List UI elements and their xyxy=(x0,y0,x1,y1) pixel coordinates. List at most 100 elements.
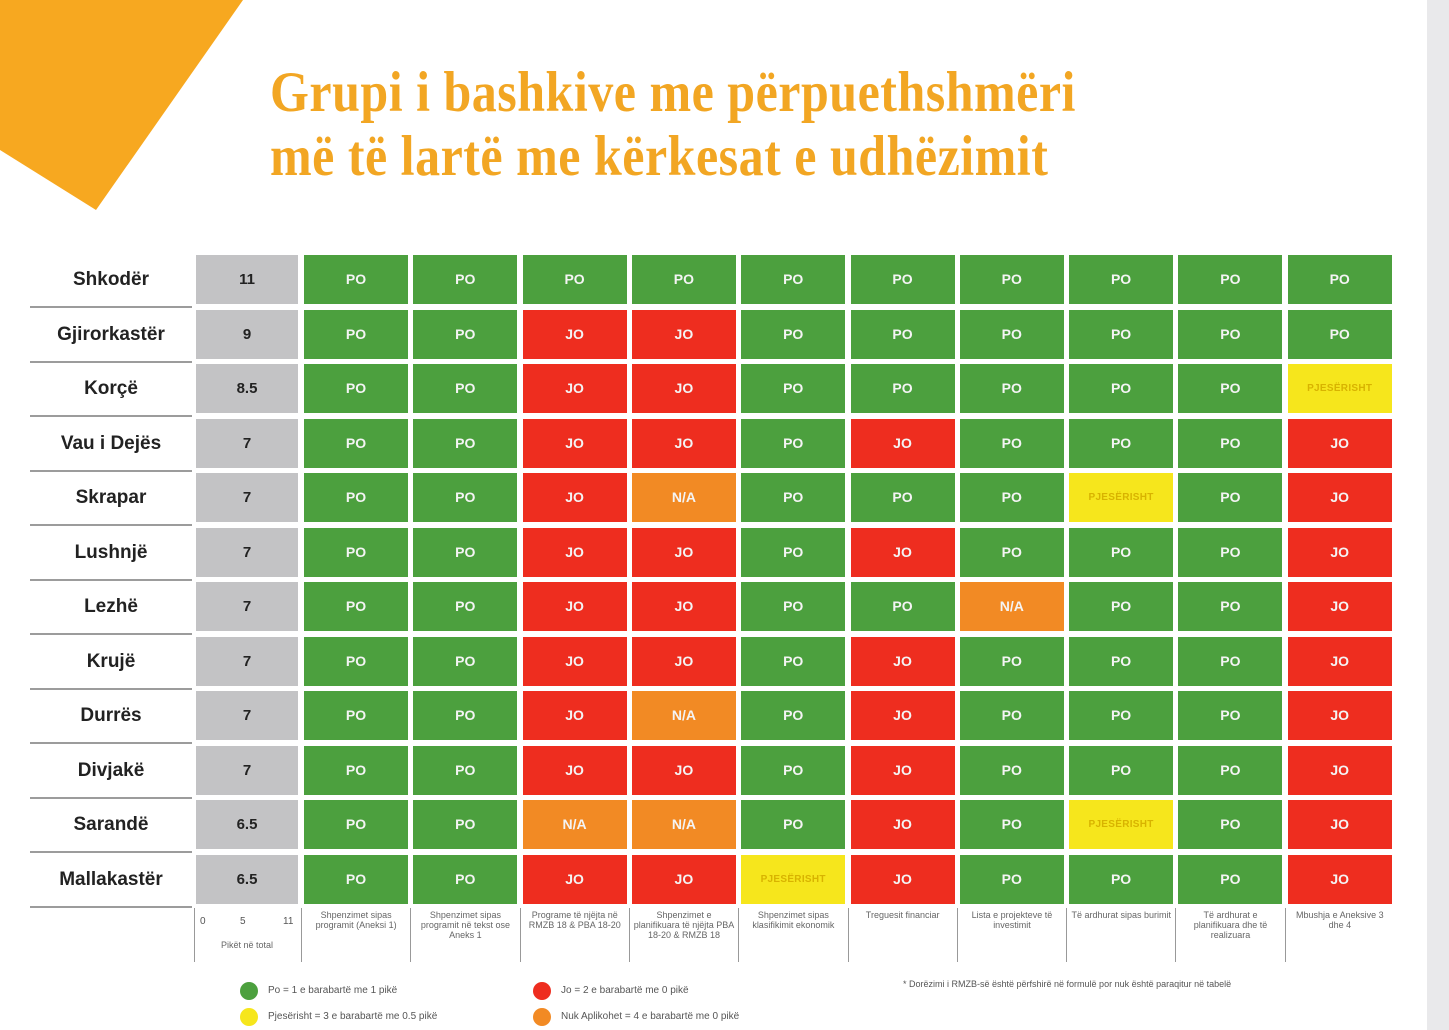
legend-label: Po = 1 e barabartë me 1 pikë xyxy=(268,985,398,996)
row-label: Vau i Dejës xyxy=(60,432,162,454)
status-cell: JO xyxy=(850,527,955,577)
score-cell: 7 xyxy=(196,745,298,795)
score-cell: 7 xyxy=(196,691,298,740)
row-divider xyxy=(30,306,192,308)
status-cell: PO xyxy=(1178,636,1283,686)
row-label: Divjakë xyxy=(77,759,145,781)
status-cell: PO xyxy=(741,418,846,468)
status-cell: PO xyxy=(413,255,518,304)
status-cell: PO xyxy=(1178,473,1283,522)
chart-title-line-1: Grupi i bashkive me përpuethshmëri xyxy=(270,59,1076,124)
status-cell: PJESËRISHT xyxy=(1069,800,1174,849)
score-cell: 6.5 xyxy=(196,800,298,849)
status-cell: JO xyxy=(1287,691,1392,740)
status-cell: PO xyxy=(1069,527,1174,577)
score-axis-tick: 0 xyxy=(200,916,206,927)
legend-swatch xyxy=(533,1008,551,1026)
status-cell: PO xyxy=(304,255,408,304)
status-cell: PO xyxy=(850,364,955,413)
status-cell: PO xyxy=(413,636,518,686)
row-divider xyxy=(30,415,192,417)
column-header: Mbushja e Aneksive 3 dhe 4 xyxy=(1284,908,1394,962)
status-cell: JO xyxy=(631,309,736,359)
status-cell: PO xyxy=(959,255,1064,304)
row-divider xyxy=(30,469,192,472)
status-cell: PO xyxy=(959,527,1064,577)
status-cell: JO xyxy=(850,691,955,740)
status-cell: JO xyxy=(850,745,955,795)
row-label: Lezhë xyxy=(84,596,138,617)
status-cell: PO xyxy=(850,255,955,304)
status-cell: JO xyxy=(1287,527,1392,577)
status-cell: JO xyxy=(1287,473,1392,522)
status-cell: JO xyxy=(850,636,955,686)
chart-title-line-2: më të lartë me kërkesat e udhëzimit xyxy=(270,123,1049,188)
status-cell: PO xyxy=(850,582,955,631)
status-cell: PO xyxy=(959,473,1064,522)
status-cell: PO xyxy=(959,691,1064,740)
legend-label: Jo = 2 e barabartë me 0 pikë xyxy=(561,985,689,996)
column-header: Shpenzimet sipas programit në tekst ose … xyxy=(410,908,519,962)
status-cell: PO xyxy=(1069,309,1174,359)
status-cell: JO xyxy=(522,854,627,904)
status-cell: PO xyxy=(741,255,846,304)
status-cell: PO xyxy=(631,255,736,304)
status-cell: PO xyxy=(413,582,518,631)
status-cell: PO xyxy=(741,800,846,849)
column-header: Shpenzimet e planifikuara të njëjta PBA … xyxy=(628,908,738,962)
status-cell: PO xyxy=(850,309,955,359)
status-cell: JO xyxy=(631,582,736,631)
status-cell: PO xyxy=(741,364,846,413)
score-cell: 9 xyxy=(196,309,298,359)
status-cell: PO xyxy=(304,636,408,686)
status-cell: JO xyxy=(850,800,955,849)
status-cell: PO xyxy=(959,636,1064,686)
status-cell: PO xyxy=(304,418,408,468)
column-header: Të ardhurat e planifikuara dhe të realiz… xyxy=(1175,908,1284,962)
legend-label: Pjesërisht = 3 e barabartë me 0.5 pikë xyxy=(268,1011,438,1022)
status-cell: PJESËRISHT xyxy=(1069,473,1174,522)
status-cell: PO xyxy=(304,854,408,904)
row-label: Gjirorkastër xyxy=(57,323,165,345)
status-cell: JO xyxy=(1287,636,1392,686)
status-cell: PO xyxy=(741,527,846,577)
status-cell: JO xyxy=(522,473,627,522)
status-cell: PO xyxy=(959,854,1064,904)
status-cell: PO xyxy=(413,745,518,795)
status-cell: PO xyxy=(1178,582,1283,631)
status-cell: PO xyxy=(1287,309,1392,359)
status-cell: JO xyxy=(522,309,627,359)
status-cell: PO xyxy=(741,636,846,686)
column-header: Shpenzimet sipas programit (Aneksi 1) xyxy=(301,908,410,962)
status-cell: PO xyxy=(1287,255,1392,304)
status-cell: JO xyxy=(522,636,627,686)
status-cell: PO xyxy=(1178,854,1283,904)
status-cell: PO xyxy=(304,309,408,359)
status-cell: PO xyxy=(413,473,518,522)
status-cell: PJESËRISHT xyxy=(741,854,846,904)
row-label: Krujë xyxy=(86,650,136,672)
score-axis-tick: 11 xyxy=(283,916,294,927)
status-cell: JO xyxy=(631,745,736,795)
status-cell: JO xyxy=(1287,582,1392,631)
row-divider xyxy=(30,851,192,853)
status-cell: PO xyxy=(522,255,627,304)
status-cell: JO xyxy=(850,854,955,904)
status-cell: PJESËRISHT xyxy=(1287,364,1392,413)
status-cell: PO xyxy=(1178,255,1283,304)
status-cell: PO xyxy=(304,473,408,522)
status-cell: N/A xyxy=(631,691,736,740)
status-cell: PO xyxy=(959,745,1064,795)
row-label: Sarandë xyxy=(73,814,149,835)
row-divider xyxy=(30,687,192,690)
legend-label: Nuk Aplikohet = 4 e barabartë me 0 pikë xyxy=(561,1011,740,1022)
row-divider xyxy=(30,742,192,744)
status-cell: JO xyxy=(522,582,627,631)
row-divider xyxy=(30,796,192,799)
status-cell: PO xyxy=(1069,255,1174,304)
status-cell: PO xyxy=(1178,800,1283,849)
score-cell: 7 xyxy=(196,473,298,522)
status-cell: N/A xyxy=(631,800,736,849)
column-header: Treguesit financiar xyxy=(847,908,957,962)
